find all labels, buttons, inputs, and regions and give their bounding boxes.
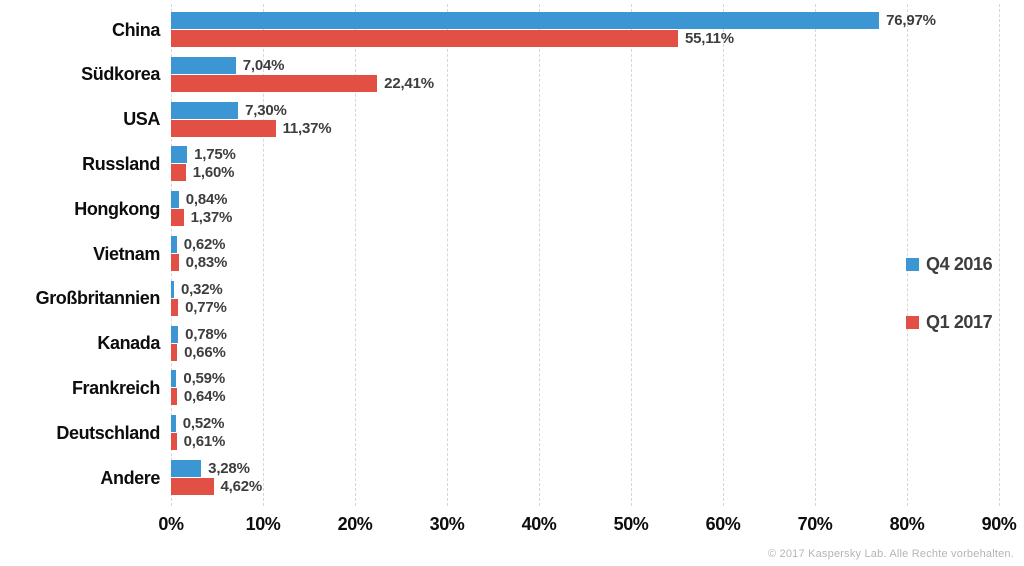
- bar-q1-2017-china: [171, 30, 678, 47]
- value-label-q4-2016-china: 76,97%: [886, 12, 936, 29]
- legend-item-q4-2016: Q4 2016: [906, 254, 993, 274]
- value-label-q1-2017-frankreich: 0,64%: [183, 388, 226, 406]
- bar-q4-2016-kanada: [171, 325, 179, 343]
- legend-swatch-q1-2017: [906, 316, 919, 329]
- value-label-q1-2017-südkorea: 22,41%: [384, 74, 434, 92]
- bar-q4-2016-großbritannien: [171, 280, 174, 298]
- x-tick-20%: 20%: [337, 514, 373, 534]
- bar-q4-2016-südkorea: [171, 56, 236, 74]
- category-label-südkorea: Südkorea: [81, 64, 160, 85]
- gridline-50%: [631, 4, 632, 506]
- value-label-q1-2017-andere: 4,62%: [220, 478, 263, 495]
- x-tick-40%: 40%: [521, 514, 557, 534]
- bar-q1-2017-usa: [171, 119, 276, 137]
- category-label-deutschland: Deutschland: [56, 422, 160, 443]
- value-label-q4-2016-großbritannien: 0,32%: [180, 280, 223, 298]
- bar-q1-2017-hongkong: [171, 209, 184, 227]
- x-tick-90%: 90%: [981, 514, 1017, 534]
- x-tick-50%: 50%: [613, 514, 649, 534]
- category-label-usa: USA: [123, 109, 160, 130]
- category-label-andere: Andere: [100, 467, 160, 488]
- value-label-q4-2016-südkorea: 7,04%: [242, 56, 285, 74]
- gridline-10%: [263, 4, 264, 506]
- bar-q1-2017-frankreich: [171, 388, 177, 406]
- x-tick-60%: 60%: [705, 514, 741, 534]
- category-label-hongkong: Hongkong: [74, 198, 160, 219]
- gridline-40%: [539, 4, 540, 506]
- value-label-q4-2016-deutschland: 0,52%: [182, 415, 225, 433]
- bar-q4-2016-usa: [171, 101, 239, 119]
- legend-item-q1-2017: Q1 2017: [906, 312, 993, 332]
- x-tick-30%: 30%: [429, 514, 465, 534]
- category-label-russland: Russland: [82, 153, 160, 174]
- bar-q4-2016-hongkong: [171, 191, 179, 209]
- value-label-q4-2016-usa: 7,30%: [245, 101, 287, 119]
- category-label-kanada: Kanada: [97, 333, 160, 354]
- x-tick-80%: 80%: [889, 514, 925, 534]
- bar-q1-2017-russland: [171, 164, 186, 182]
- legend-label-q1-2017: Q1 2017: [926, 312, 993, 332]
- bar-q4-2016-china: [171, 12, 880, 29]
- value-label-q1-2017-hongkong: 1,37%: [190, 209, 233, 227]
- bar-q1-2017-vietnam: [171, 254, 179, 271]
- bar-q1-2017-südkorea: [171, 74, 378, 92]
- copyright-text: © 2017 Kaspersky Lab. Alle Rechte vorbeh…: [767, 548, 1014, 560]
- gridline-30%: [447, 4, 448, 506]
- bar-q1-2017-andere: [171, 478, 214, 495]
- gridline-20%: [355, 4, 356, 506]
- gridline-70%: [815, 4, 816, 506]
- value-label-q1-2017-kanada: 0,66%: [184, 343, 226, 361]
- legend-label-q4-2016: Q4 2016: [926, 254, 993, 274]
- gridline-90%: [999, 4, 1000, 506]
- bar-q4-2016-vietnam: [171, 236, 177, 253]
- value-label-q1-2017-russland: 1,60%: [192, 164, 235, 182]
- category-label-china: China: [111, 19, 160, 40]
- gridline-60%: [723, 4, 724, 506]
- x-tick-0%: 0%: [158, 514, 184, 534]
- value-label-q1-2017-deutschland: 0,61%: [183, 433, 226, 451]
- value-label-q1-2017-vietnam: 0,83%: [185, 254, 228, 271]
- category-label-vietnam: Vietnam: [93, 243, 160, 264]
- value-label-q1-2017-usa: 11,37%: [282, 119, 332, 137]
- x-tick-70%: 70%: [797, 514, 833, 534]
- value-label-q4-2016-hongkong: 0,84%: [185, 191, 228, 209]
- category-label-frankreich: Frankreich: [71, 377, 160, 398]
- x-tick-10%: 10%: [245, 514, 281, 534]
- bar-q4-2016-andere: [171, 460, 202, 477]
- category-label-großbritannien: Großbritannien: [35, 288, 161, 309]
- bar-q4-2016-deutschland: [171, 415, 176, 433]
- legend: Q4 2016 Q1 2017: [906, 254, 993, 371]
- legend-swatch-q4-2016: [906, 258, 919, 271]
- value-label-q4-2016-frankreich: 0,59%: [183, 370, 225, 388]
- gridline-80%: [907, 4, 908, 506]
- value-label-q4-2016-andere: 3,28%: [208, 460, 250, 477]
- bar-q1-2017-kanada: [171, 343, 178, 361]
- value-label-q4-2016-vietnam: 0,62%: [183, 236, 226, 253]
- bar-q1-2017-deutschland: [171, 433, 177, 451]
- value-label-q1-2017-china: 55,11%: [685, 30, 734, 47]
- bar-q4-2016-frankreich: [171, 370, 177, 388]
- bar-q4-2016-russland: [171, 146, 188, 164]
- value-label-q1-2017-großbritannien: 0,77%: [185, 298, 227, 316]
- value-label-q4-2016-kanada: 0,78%: [185, 325, 227, 343]
- value-label-q4-2016-russland: 1,75%: [194, 146, 236, 164]
- bar-q1-2017-großbritannien: [171, 298, 179, 316]
